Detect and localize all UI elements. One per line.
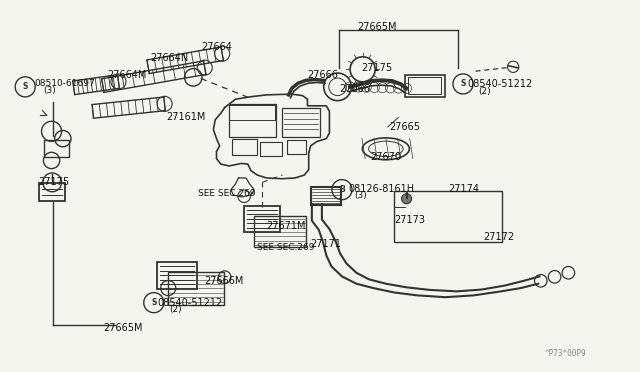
Bar xyxy=(260,141,282,156)
Text: (3): (3) xyxy=(355,191,367,200)
Text: 08540-51212: 08540-51212 xyxy=(467,79,532,89)
Text: S: S xyxy=(151,298,156,307)
Text: 27664N: 27664N xyxy=(150,53,189,62)
Text: 27671M: 27671M xyxy=(267,221,306,231)
Text: 27665: 27665 xyxy=(389,122,420,132)
Text: 27664M: 27664M xyxy=(107,70,146,80)
Bar xyxy=(394,192,502,242)
Text: SEE SEC.269: SEE SEC.269 xyxy=(198,189,255,198)
Text: 27171: 27171 xyxy=(310,239,342,249)
Text: 27175: 27175 xyxy=(361,62,392,73)
Text: 27670: 27670 xyxy=(370,152,401,162)
Bar xyxy=(244,206,280,232)
Text: 08510-61697: 08510-61697 xyxy=(35,79,95,88)
Bar xyxy=(311,187,341,205)
Text: (2): (2) xyxy=(170,305,182,314)
Bar xyxy=(229,105,275,120)
Bar xyxy=(287,141,306,154)
Text: SEE SEC.269: SEE SEC.269 xyxy=(257,244,315,253)
Bar xyxy=(229,104,276,137)
Text: 27664: 27664 xyxy=(201,42,232,52)
Text: S: S xyxy=(460,80,466,89)
Bar xyxy=(44,141,69,157)
Text: 27175: 27175 xyxy=(38,177,69,187)
Text: 08540-51212: 08540-51212 xyxy=(157,298,222,308)
Text: (3): (3) xyxy=(43,86,56,94)
Text: 27666: 27666 xyxy=(307,70,339,80)
Text: 08126-8161H: 08126-8161H xyxy=(348,184,414,194)
Text: (2): (2) xyxy=(479,87,492,96)
Text: 27665M: 27665M xyxy=(358,22,397,32)
Bar xyxy=(404,75,445,97)
Text: 27161M: 27161M xyxy=(166,112,205,122)
Bar xyxy=(282,108,320,137)
Text: ^P73*00P9: ^P73*00P9 xyxy=(545,349,586,358)
Text: 27665M: 27665M xyxy=(104,323,143,333)
Circle shape xyxy=(401,194,412,204)
Bar xyxy=(157,262,197,289)
Bar xyxy=(408,77,441,94)
Bar xyxy=(232,139,257,155)
Text: 27172: 27172 xyxy=(483,232,514,242)
Text: 27666M: 27666M xyxy=(204,276,243,286)
Bar xyxy=(254,216,305,247)
Text: 27066: 27066 xyxy=(339,84,370,94)
Text: S: S xyxy=(22,82,28,92)
Text: 27173: 27173 xyxy=(394,215,425,225)
Text: B: B xyxy=(339,185,345,194)
Bar xyxy=(39,183,65,201)
Bar xyxy=(168,272,224,305)
Text: 27174: 27174 xyxy=(449,184,479,194)
